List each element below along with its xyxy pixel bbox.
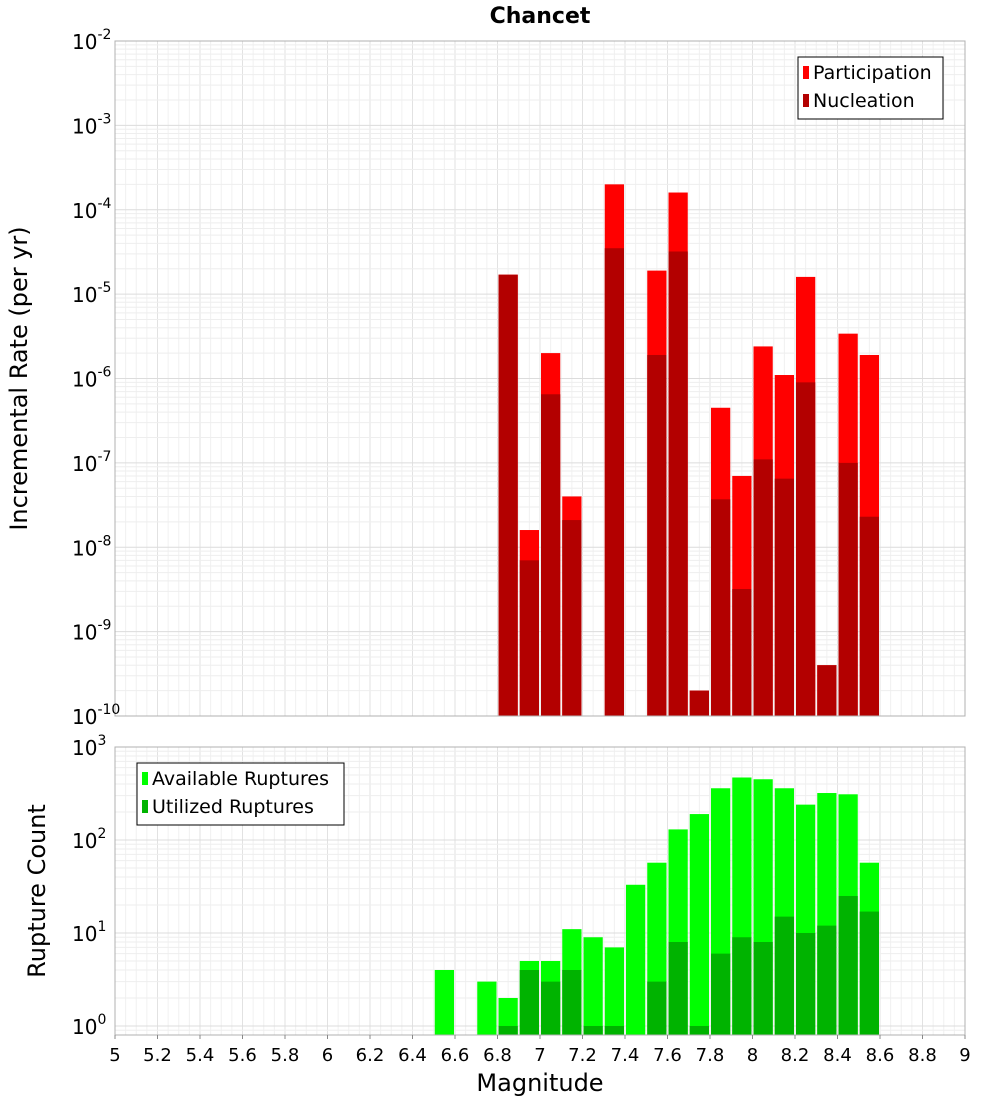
x-tick-label: 9 [959,1045,970,1066]
bar-secondary [668,251,688,716]
legend-box [136,762,345,826]
x-tick-label: 7.6 [653,1045,682,1066]
bar-secondary [583,1025,603,1035]
bar-secondary [668,942,688,1035]
y-tick-label: 10-4 [72,196,112,223]
x-axis-title: Magnitude [476,1069,603,1097]
y-tick-label: 10-5 [72,280,111,307]
legend-swatch [803,66,809,79]
y-tick-label: 10-2 [72,27,111,54]
bar-primary [604,947,624,1035]
x-tick-label: 5 [109,1045,120,1066]
y-tick-label: 100 [72,1012,106,1039]
x-tick-label: 5.6 [228,1045,257,1066]
bar-primary [477,981,497,1035]
y-tick-label: 10-3 [72,111,111,138]
bar-secondary [604,248,624,717]
bar-secondary [774,916,794,1035]
plot-frame [114,40,966,717]
x-tick-label: 7.2 [568,1045,597,1066]
y-tick-label: 103 [72,733,106,760]
x-tick-label: 6.6 [441,1045,470,1066]
x-tick-label: 7 [534,1045,545,1066]
x-tick-label: 8 [747,1045,758,1066]
bar-secondary [647,981,667,1035]
bar-secondary [647,354,667,716]
bar-secondary [753,459,773,716]
bar-secondary [732,589,752,716]
bar-secondary [498,274,518,716]
bar-secondary [838,462,858,716]
bar-secondary [689,1025,709,1035]
chart-panel-1: 10-2 10-3 10-4 10-5 10-6 10-7 10-8 10-9 10-10 Inc… [5,4,966,729]
bar-secondary [689,690,709,716]
bar-secondary [498,1025,518,1035]
bar-secondary [519,969,539,1035]
bar-secondary [753,942,773,1035]
bar-secondary [711,499,731,716]
legend-label: Participation [813,62,932,84]
x-tick-label: 5.4 [186,1045,215,1066]
legend-label: Nucleation [813,90,915,112]
bar-secondary [604,1025,624,1035]
bar-primary [434,969,454,1035]
bar-secondary [519,560,539,716]
x-tick-label: 6.4 [398,1045,427,1066]
legend-label: Utilized Ruptures [152,796,314,818]
x-tick-label: 6.8 [483,1045,512,1066]
legend-box [797,56,944,120]
chart-title: Chancet [490,4,591,29]
bar-secondary [732,937,752,1035]
bar-secondary [859,516,879,716]
bar-secondary [562,969,582,1035]
bar-primary [689,814,709,1035]
x-tick-label: 6 [322,1045,333,1066]
bar-secondary [796,932,816,1035]
legend-label: Available Ruptures [152,768,329,790]
bar-primary [498,997,518,1035]
y-axis-title: Rupture Count [23,804,51,978]
bar-secondary [796,382,816,716]
chart-panel-2: 103 102 101 100 Rupture Count 5 5.2 5.4 5.6 5.8 6 6… [23,733,971,1097]
x-tick-label: 7.4 [611,1045,640,1066]
bar-secondary [859,911,879,1035]
bar-secondary [541,394,561,716]
y-tick-label: 10-8 [72,533,111,560]
y-tick-label: 101 [72,919,106,946]
legend: Available Ruptures Utilized Ruptures [136,762,345,826]
bar-secondary [817,925,837,1035]
x-tick-label: 8.4 [823,1045,852,1066]
legend-swatch [142,772,148,785]
bar-primary [583,937,603,1035]
bar-secondary [541,981,561,1035]
x-tick-label: 6.2 [356,1045,385,1066]
legend-swatch [803,94,809,107]
bar-secondary [817,665,837,716]
x-tick-label: 5.2 [143,1045,172,1066]
y-tick-label: 10-7 [72,449,111,476]
x-tick-label: 8.8 [908,1045,937,1066]
y-axis-title: Incremental Rate (per yr) [5,226,33,530]
bar-secondary [838,895,858,1035]
bar-secondary [562,520,582,716]
bar-secondary [711,953,731,1035]
bar-secondary [774,478,794,716]
x-tick-label: 8.2 [781,1045,810,1066]
y-tick-label: 10-9 [72,618,111,645]
legend: Participation Nucleation [797,56,944,120]
y-tick-label: 102 [72,826,106,853]
x-tick-label: 5.8 [271,1045,300,1066]
y-tick-label: 10-6 [72,365,112,392]
bar-primary [626,884,646,1035]
y-tick-label: 10-10 [72,702,120,729]
legend-swatch [142,800,148,813]
x-tick-label: 8.6 [866,1045,895,1066]
x-tick-label: 7.8 [696,1045,725,1066]
